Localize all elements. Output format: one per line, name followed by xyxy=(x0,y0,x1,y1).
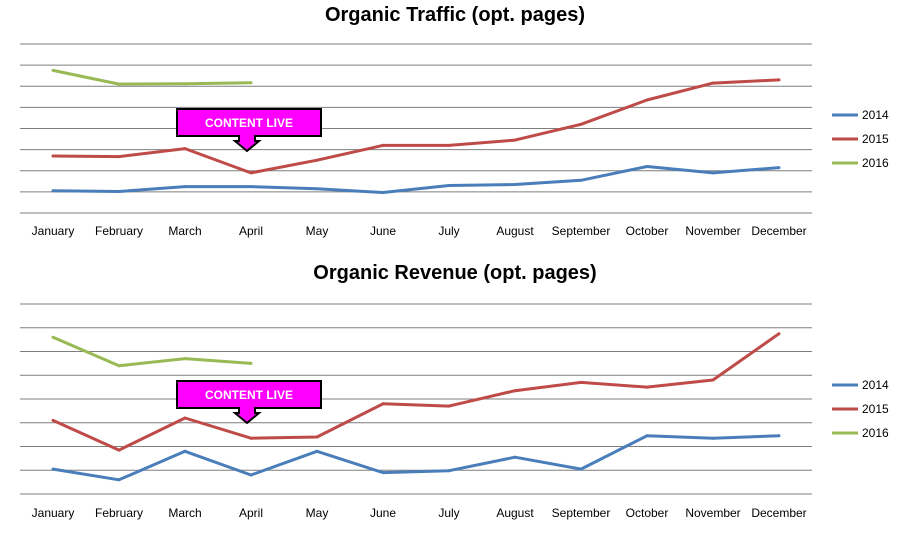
legend-label-2015: 2015 xyxy=(862,402,889,416)
data-point-2014 xyxy=(51,189,55,193)
data-point-2014 xyxy=(711,171,715,175)
series-line-2016 xyxy=(52,335,252,368)
data-point-2015 xyxy=(579,380,583,384)
data-point-2015 xyxy=(117,448,121,452)
data-point-2014 xyxy=(117,190,121,193)
data-point-2014 xyxy=(183,449,187,453)
data-point-2014 xyxy=(447,184,451,187)
x-tick-label: October xyxy=(626,224,669,238)
data-point-2015 xyxy=(51,418,55,422)
data-point-2015 xyxy=(249,171,253,175)
data-point-2015 xyxy=(645,98,649,102)
data-point-2014 xyxy=(645,165,649,168)
data-point-2016 xyxy=(117,82,121,86)
content-live-callout xyxy=(176,108,322,153)
data-point-2014 xyxy=(579,178,583,182)
legend-label-2016: 2016 xyxy=(862,156,889,170)
series-line-2014 xyxy=(52,165,780,194)
data-point-2015 xyxy=(447,404,451,408)
x-tick-label: March xyxy=(168,506,201,520)
data-point-2015 xyxy=(645,385,649,389)
data-point-2015 xyxy=(183,147,187,151)
data-point-2015 xyxy=(711,378,715,382)
x-tick-label: February xyxy=(95,506,143,520)
data-point-2016 xyxy=(183,82,187,86)
data-point-2014 xyxy=(579,467,583,471)
data-point-2016 xyxy=(183,357,187,361)
x-tick-label: November xyxy=(685,224,740,238)
series-line-2014 xyxy=(52,434,780,482)
data-point-2015 xyxy=(513,389,517,393)
content-live-label: CONTENT LIVE xyxy=(205,388,293,402)
x-tick-label: October xyxy=(626,506,669,520)
data-point-2014 xyxy=(381,471,385,475)
x-tick-label: July xyxy=(438,506,459,520)
chart-title-traffic: Organic Traffic (opt. pages) xyxy=(324,4,586,26)
data-point-2015 xyxy=(777,332,781,336)
data-point-2014 xyxy=(51,467,55,471)
x-tick-label: September xyxy=(552,224,611,238)
data-point-2016 xyxy=(249,81,253,85)
data-point-2014 xyxy=(447,469,451,473)
legend-label-2016: 2016 xyxy=(862,426,889,440)
x-tick-label: February xyxy=(95,224,143,238)
x-tick-label: August xyxy=(496,224,534,238)
data-point-2015 xyxy=(183,416,187,420)
x-tick-label: June xyxy=(370,506,396,520)
x-tick-label: January xyxy=(32,506,75,520)
x-tick-label: December xyxy=(751,506,806,520)
data-point-2015 xyxy=(381,143,385,147)
x-tick-label: May xyxy=(306,224,329,238)
data-point-2015 xyxy=(249,436,253,440)
x-tick-label: March xyxy=(168,224,201,238)
data-point-2016 xyxy=(249,361,253,365)
data-point-2014 xyxy=(249,185,253,189)
x-tick-label: September xyxy=(552,506,611,520)
x-tick-label: May xyxy=(306,506,329,520)
data-point-2014 xyxy=(249,473,253,477)
data-point-2014 xyxy=(183,185,187,189)
data-point-2014 xyxy=(645,434,649,438)
content-live-label: CONTENT LIVE xyxy=(205,116,293,130)
data-point-2014 xyxy=(711,436,715,440)
series-line-2015 xyxy=(52,332,780,452)
x-tick-label: August xyxy=(496,506,534,520)
data-point-2015 xyxy=(315,435,319,439)
data-point-2015 xyxy=(777,78,781,82)
data-point-2014 xyxy=(381,191,385,194)
data-point-2014 xyxy=(513,183,517,186)
x-tick-label: July xyxy=(438,224,459,238)
data-point-2014 xyxy=(315,449,319,453)
data-point-2014 xyxy=(513,455,517,459)
x-tick-label: January xyxy=(32,224,75,238)
x-tick-label: November xyxy=(685,506,740,520)
series-line-2015 xyxy=(52,78,780,175)
legend-label-2015: 2015 xyxy=(862,132,889,146)
data-point-2015 xyxy=(513,138,517,142)
data-point-2014 xyxy=(777,166,781,170)
data-point-2016 xyxy=(51,68,55,72)
x-tick-label: April xyxy=(239,506,263,520)
series-line-2016 xyxy=(52,68,252,86)
x-tick-label: December xyxy=(751,224,806,238)
chart-title-revenue: Organic Revenue (opt. pages) xyxy=(313,262,597,284)
data-point-2015 xyxy=(117,155,121,159)
x-tick-label: April xyxy=(239,224,263,238)
data-point-2016 xyxy=(51,335,55,339)
legend-label-2014: 2014 xyxy=(862,378,889,392)
data-point-2015 xyxy=(447,143,451,147)
data-point-2014 xyxy=(117,478,121,482)
data-point-2016 xyxy=(117,364,121,368)
data-point-2015 xyxy=(579,122,583,126)
data-point-2015 xyxy=(711,81,715,85)
data-point-2014 xyxy=(315,187,319,191)
data-point-2015 xyxy=(315,158,319,162)
data-point-2015 xyxy=(51,154,55,158)
legend-label-2014: 2014 xyxy=(862,108,889,122)
x-tick-label: June xyxy=(370,224,396,238)
data-point-2014 xyxy=(777,434,781,438)
data-point-2015 xyxy=(381,402,385,406)
content-live-callout xyxy=(176,380,322,425)
